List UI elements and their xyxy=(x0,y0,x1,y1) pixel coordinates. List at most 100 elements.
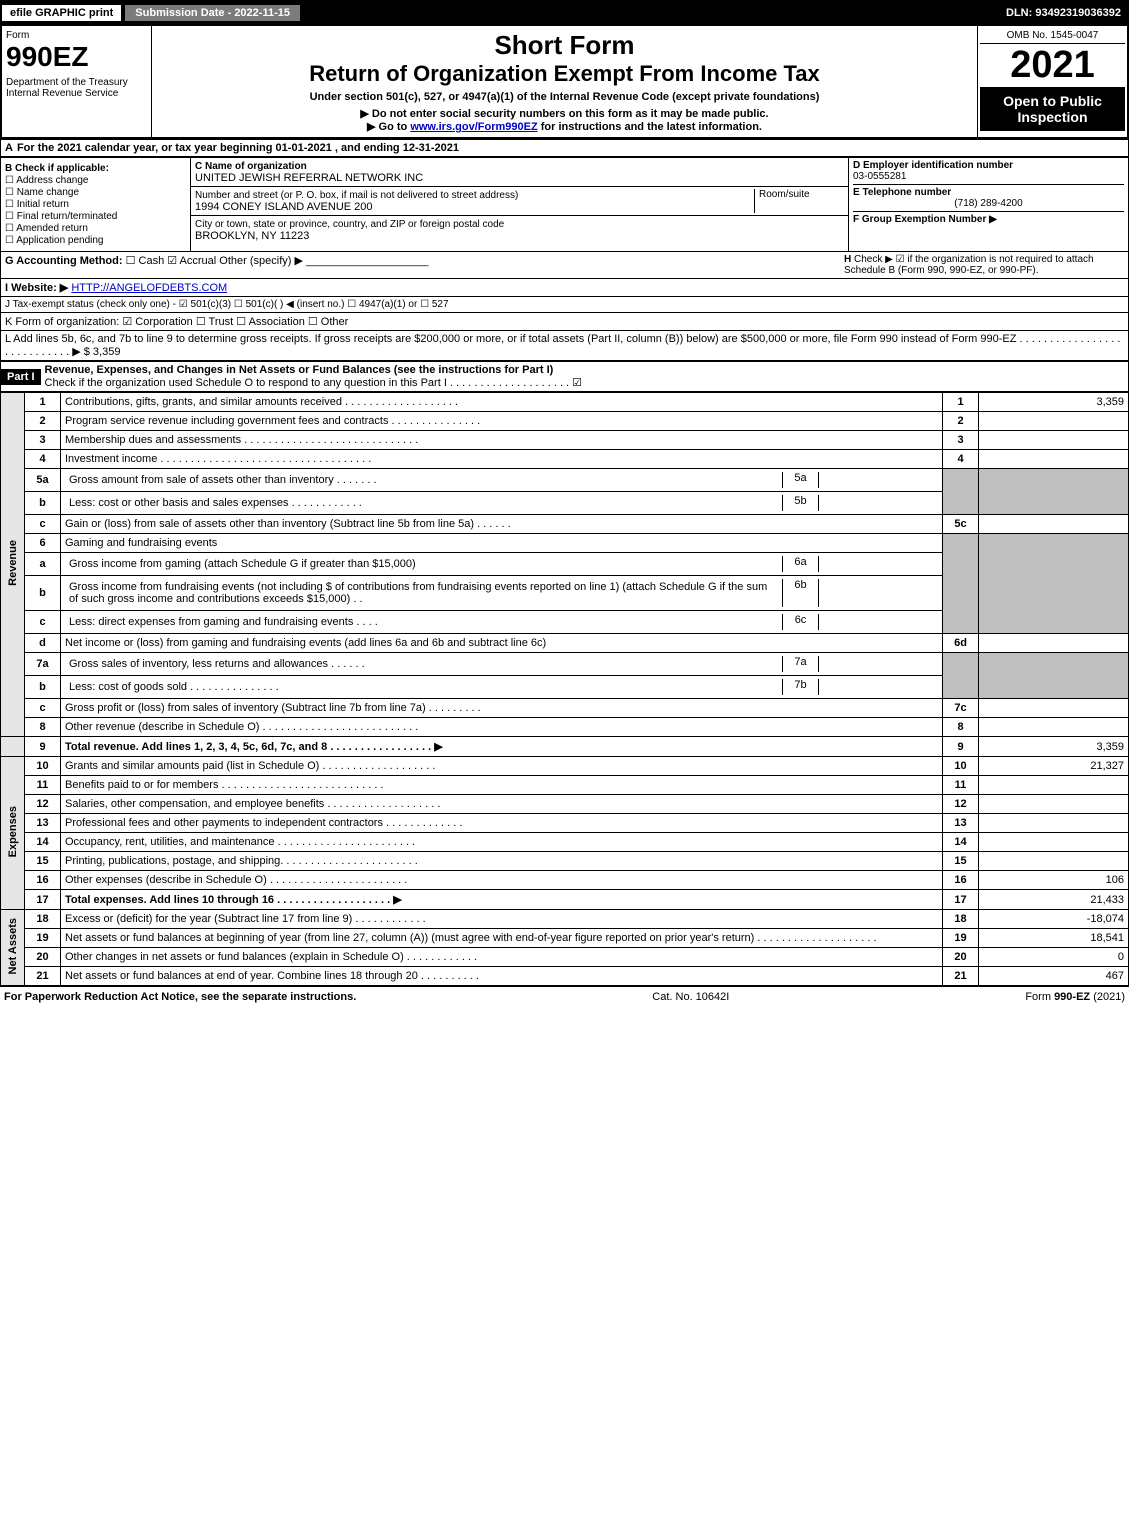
line-14-n: 14 xyxy=(943,833,979,852)
line-13-n: 13 xyxy=(943,814,979,833)
line-20-amt: 0 xyxy=(979,948,1129,967)
line-6d-n: 6d xyxy=(943,634,979,653)
header-left: Form 990EZ Department of the Treasury In… xyxy=(2,26,152,137)
line-19-desc: Net assets or fund balances at beginning… xyxy=(61,929,943,948)
phone-label: E Telephone number xyxy=(853,184,1124,198)
col-d: D Employer identification number 03-0555… xyxy=(848,158,1128,251)
line-6a-desc: Gross income from gaming (attach Schedul… xyxy=(65,556,782,572)
line-16-n: 16 xyxy=(943,871,979,890)
line-5c-desc: Gain or (loss) from sale of assets other… xyxy=(61,515,943,534)
c-name: C Name of organization UNITED JEWISH REF… xyxy=(191,158,848,187)
line-3-n: 3 xyxy=(943,431,979,450)
main-table: Revenue 1Contributions, gifts, grants, a… xyxy=(0,392,1129,986)
line-16-amt: 106 xyxy=(979,871,1129,890)
line-13-desc: Professional fees and other payments to … xyxy=(61,814,943,833)
line-4-amt xyxy=(979,450,1129,469)
line-7b-n: 7b xyxy=(782,679,818,695)
line-7b: Less: cost of goods sold . . . . . . . .… xyxy=(61,676,943,699)
block-bcdef: B Check if applicable: ☐ Address change … xyxy=(0,157,1129,252)
line-15-n: 15 xyxy=(943,852,979,871)
row-g-h: G Accounting Method: ☐ Cash ☑ Accrual Ot… xyxy=(0,252,1129,279)
website-link[interactable]: HTTP://ANGELOFDEBTS.COM xyxy=(71,282,227,294)
part1-title: Part I xyxy=(1,369,41,385)
footer-right-post: (2021) xyxy=(1090,991,1125,1003)
line-2-amt xyxy=(979,412,1129,431)
vlabel-revenue-text: Revenue xyxy=(7,540,19,586)
row-a: A For the 2021 calendar year, or tax yea… xyxy=(0,139,1129,157)
b-opt-5[interactable]: ☐ Application pending xyxy=(5,235,186,246)
omb: OMB No. 1545-0047 xyxy=(980,28,1125,44)
i-label: I Website: ▶ xyxy=(5,282,68,294)
line-6a: Gross income from gaming (attach Schedul… xyxy=(61,553,943,576)
vlabel-netassets-text: Net Assets xyxy=(7,918,19,974)
b-opt-2[interactable]: ☐ Initial return xyxy=(5,199,186,210)
line-6-desc: Gaming and fundraising events xyxy=(61,534,943,553)
form-number: 990EZ xyxy=(6,41,147,73)
line-12-desc: Salaries, other compensation, and employ… xyxy=(61,795,943,814)
topbar: efile GRAPHIC print Submission Date - 20… xyxy=(0,0,1129,26)
line-21-desc: Net assets or fund balances at end of ye… xyxy=(61,967,943,986)
room-label: Room/suite xyxy=(754,189,844,213)
line-9-n: 9 xyxy=(943,737,979,757)
line-9-amt: 3,359 xyxy=(979,737,1129,757)
phone: (718) 289-4200 xyxy=(853,198,1124,209)
vlabel-revenue: Revenue xyxy=(1,393,25,737)
row-j: J Tax-exempt status (check only one) - ☑… xyxy=(0,297,1129,313)
line-5a-desc: Gross amount from sale of assets other t… xyxy=(65,472,782,488)
line-10-amt: 21,327 xyxy=(979,757,1129,776)
part1-check: Check if the organization used Schedule … xyxy=(45,377,583,389)
a-text: For the 2021 calendar year, or tax year … xyxy=(17,142,459,154)
ein-label: D Employer identification number xyxy=(853,160,1124,171)
vlabel-expenses: Expenses xyxy=(1,757,25,910)
line-5b-desc: Less: cost or other basis and sales expe… xyxy=(65,495,782,511)
line-1-desc: Contributions, gifts, grants, and simila… xyxy=(61,393,943,412)
line-20-n: 20 xyxy=(943,948,979,967)
vlabel-expenses-text: Expenses xyxy=(7,806,19,857)
line-16-desc: Other expenses (describe in Schedule O) … xyxy=(61,871,943,890)
g-opts: ☐ Cash ☑ Accrual Other (specify) ▶ xyxy=(126,255,303,267)
b-opt-0-label: Address change xyxy=(16,175,88,186)
dept: Department of the Treasury Internal Reve… xyxy=(6,77,147,99)
c-city: City or town, state or province, country… xyxy=(191,216,848,244)
b-opt-2-label: Initial return xyxy=(17,199,69,210)
b-opt-4[interactable]: ☐ Amended return xyxy=(5,223,186,234)
b-opt-3-label: Final return/terminated xyxy=(17,211,118,222)
line-6b-n: 6b xyxy=(782,579,818,607)
line-10-n: 10 xyxy=(943,757,979,776)
city-label: City or town, state or province, country… xyxy=(195,219,504,230)
footer: For Paperwork Reduction Act Notice, see … xyxy=(0,986,1129,1007)
note2-post: for instructions and the latest informat… xyxy=(538,121,762,133)
line-6c-desc: Less: direct expenses from gaming and fu… xyxy=(65,614,782,630)
c-street: Number and street (or P. O. box, if mail… xyxy=(191,187,848,216)
footer-right: Form 990-EZ (2021) xyxy=(1025,991,1125,1003)
line-2-n: 2 xyxy=(943,412,979,431)
line-17-desc: Total expenses. Add lines 10 through 16 … xyxy=(61,890,943,910)
header: Form 990EZ Department of the Treasury In… xyxy=(0,26,1129,139)
line-11-n: 11 xyxy=(943,776,979,795)
street: 1994 CONEY ISLAND AVENUE 200 xyxy=(195,201,373,213)
line-11-desc: Benefits paid to or for members . . . . … xyxy=(61,776,943,795)
line-5c-n: 5c xyxy=(943,515,979,534)
row-l: L Add lines 5b, 6c, and 7b to line 9 to … xyxy=(0,331,1129,361)
b-opt-0[interactable]: ☐ Address change xyxy=(5,175,186,186)
irs-link[interactable]: www.irs.gov/Form990EZ xyxy=(410,121,537,133)
line-15-desc: Printing, publications, postage, and shi… xyxy=(61,852,943,871)
org-name: UNITED JEWISH REFERRAL NETWORK INC xyxy=(195,172,423,184)
row-i: I Website: ▶ HTTP://ANGELOFDEBTS.COM xyxy=(0,279,1129,297)
b-opt-3[interactable]: ☐ Final return/terminated xyxy=(5,211,186,222)
h-label: H xyxy=(844,254,851,265)
line-17-amt: 21,433 xyxy=(979,890,1129,910)
b-opt-1[interactable]: ☐ Name change xyxy=(5,187,186,198)
line-5a-n: 5a xyxy=(782,472,818,488)
line-5b: Less: cost or other basis and sales expe… xyxy=(61,492,943,515)
efile-label[interactable]: efile GRAPHIC print xyxy=(0,3,123,23)
line-7c-n: 7c xyxy=(943,699,979,718)
submission-date: Submission Date - 2022-11-15 xyxy=(123,3,302,23)
line-6b-desc: Gross income from fundraising events (no… xyxy=(65,579,782,607)
line-7b-desc: Less: cost of goods sold . . . . . . . .… xyxy=(65,679,782,695)
b-opt-4-label: Amended return xyxy=(16,223,88,234)
line-17-n: 17 xyxy=(943,890,979,910)
line-9-desc: Total revenue. Add lines 1, 2, 3, 4, 5c,… xyxy=(61,737,943,757)
vlabel-netassets: Net Assets xyxy=(1,910,25,986)
line-20-desc: Other changes in net assets or fund bala… xyxy=(61,948,943,967)
